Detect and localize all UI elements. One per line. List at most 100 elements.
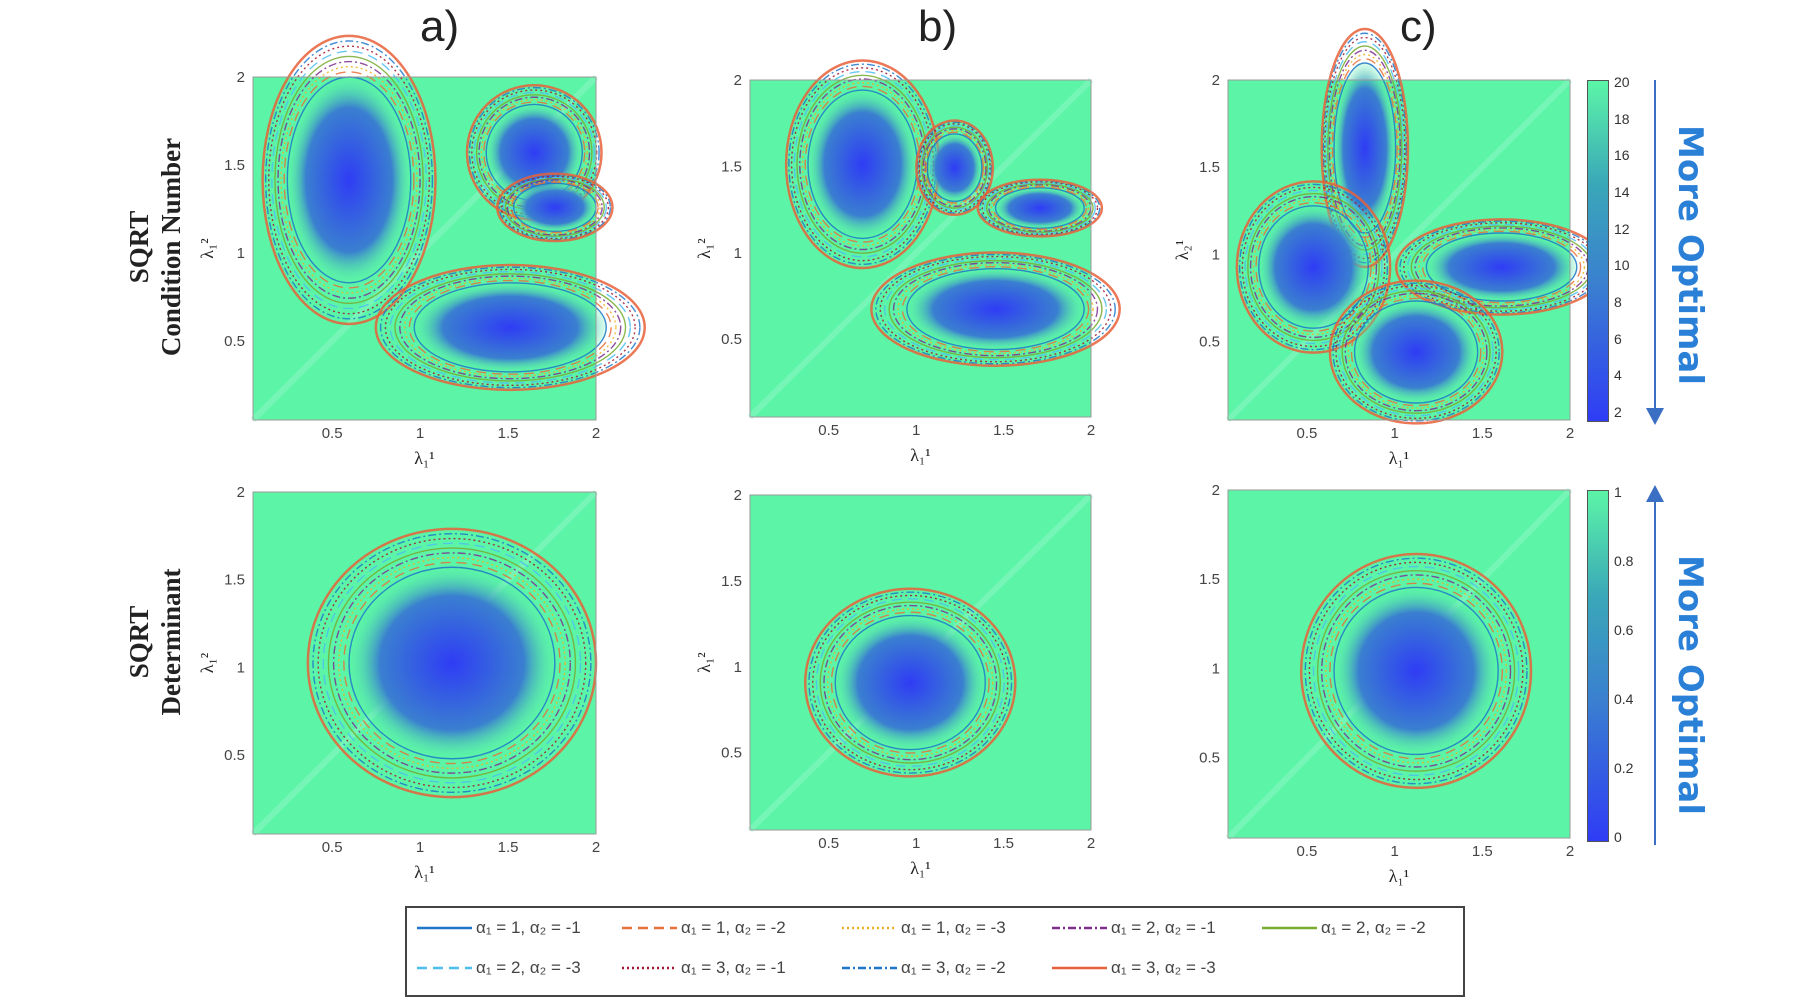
colorbar-tick-label: 12 <box>1614 220 1630 237</box>
x-axis-label: λ₁¹ <box>1389 448 1409 468</box>
row-title-line1: SQRT <box>124 605 154 679</box>
contour-line <box>921 126 989 209</box>
optimal-region <box>927 133 982 202</box>
colorbar-tick-label: 0.2 <box>1614 760 1634 776</box>
y-tick-label: 0.5 <box>224 333 245 350</box>
contour-line <box>1333 62 1397 234</box>
contour-line <box>803 587 1017 778</box>
contour-line <box>502 176 607 239</box>
diagonal-streak <box>747 77 1094 420</box>
contour-line <box>981 181 1099 236</box>
contour-line <box>506 179 603 236</box>
x-tick-label: 0.5 <box>818 835 839 852</box>
row-title-line1: SQRT <box>124 210 154 284</box>
contour-line <box>994 187 1085 229</box>
optimal-region <box>287 77 411 283</box>
x-tick-label: 1.5 <box>993 835 1014 852</box>
contour-line <box>799 78 926 251</box>
optimal-region <box>807 90 918 239</box>
legend-label: α₁ = 1, α₂ = -2 <box>681 918 786 937</box>
contour-line <box>504 177 605 237</box>
colorbar-tick-label: 0.8 <box>1614 553 1634 569</box>
legend: α₁ = 1, α₂ = -1 α₁ = 1, α₂ = -2 α₁ = 1, α₂… <box>405 906 1465 997</box>
x-tick-label: 0.5 <box>818 422 839 439</box>
y-tick-label: 2 <box>237 69 245 86</box>
optimal-region <box>1426 233 1577 301</box>
contour-line <box>312 533 592 793</box>
legend-item: α₁ = 1, α₂ = -3 <box>842 916 1006 940</box>
legend-item: α₁ = 2, α₂ = -3 <box>417 956 581 980</box>
contour-line <box>870 251 1121 368</box>
legend-swatch <box>1262 926 1317 930</box>
contour-line <box>384 268 636 387</box>
contour-line <box>925 131 984 204</box>
colorbar-tick-label: 16 <box>1614 147 1630 164</box>
contour-line <box>1308 561 1524 781</box>
y-tick-label: 0.5 <box>721 745 742 762</box>
colorbar-tick-label: 20 <box>1614 74 1630 90</box>
diagonal-streak <box>1225 77 1573 423</box>
colorbar-tick-label: 18 <box>1614 110 1630 127</box>
contour-line <box>926 133 983 203</box>
y-tick-label: 1 <box>1212 246 1220 263</box>
x-tick-label: 2 <box>1087 835 1095 852</box>
x-tick-label: 1 <box>416 425 424 442</box>
heatmap-plot: 0.5 1 1.5 2 0.5 1 1.5 2 λ₁¹ λ₁² <box>694 59 1121 465</box>
contour-line <box>819 601 1001 764</box>
x-tick-label: 1 <box>912 835 920 852</box>
y-axis-label: λ₁² <box>197 653 217 673</box>
legend-label: α₁ = 2, α₂ = -1 <box>1111 918 1216 937</box>
legend-label: α₁ = 3, α₂ = -3 <box>1111 958 1216 977</box>
down-arrow-icon <box>1646 80 1664 425</box>
contour-line <box>1338 287 1494 417</box>
optimal-region <box>1334 587 1499 755</box>
contour-line <box>1331 58 1398 238</box>
heatmap-plot: 0.5 1 1.5 2 0.5 1 1.5 2 λ₁¹ <box>1199 482 1574 886</box>
contour-line <box>374 263 646 392</box>
contour-line <box>403 277 617 378</box>
contour-line <box>322 542 582 784</box>
legend-label: α₁ = 3, α₂ = -2 <box>901 958 1006 977</box>
x-axis-label: λ₁¹ <box>414 448 434 468</box>
contour-line <box>1421 230 1582 304</box>
contour-line <box>1235 180 1392 354</box>
legend-swatch <box>417 966 472 970</box>
x-tick-label: 1 <box>416 839 424 856</box>
y-tick-label: 1.5 <box>224 157 245 174</box>
contour-line <box>473 91 595 214</box>
contour-line <box>1329 582 1503 760</box>
legend-item: α₁ = 3, α₂ = -1 <box>622 956 786 980</box>
x-tick-label: 1.5 <box>1472 425 1493 442</box>
row-title-condition-number: SQRT Condition Number <box>123 137 187 357</box>
legend-label: α₁ = 1, α₂ = -1 <box>476 918 581 937</box>
contour-line <box>1252 198 1375 336</box>
contour-line <box>283 71 415 289</box>
more-optimal-label-bottom: More Optimal <box>1670 555 1710 816</box>
contour-line <box>1255 202 1372 332</box>
x-axis-label: λ₁¹ <box>910 445 930 465</box>
x-tick-label: 2 <box>592 425 600 442</box>
contour-line <box>823 604 998 761</box>
y-tick-label: 1 <box>1212 660 1220 677</box>
contour-line <box>399 275 622 380</box>
contour-line <box>1344 292 1488 412</box>
optimal-region <box>414 282 607 372</box>
contour-line <box>413 282 607 373</box>
x-tick-label: 1.5 <box>498 425 519 442</box>
contour-line <box>1341 290 1491 414</box>
contour-line <box>906 268 1085 351</box>
y-tick-label: 0.5 <box>224 747 245 764</box>
x-tick-label: 1 <box>912 422 920 439</box>
contour-line <box>261 34 437 326</box>
x-tick-label: 0.5 <box>322 839 343 856</box>
contour-line <box>327 547 577 779</box>
plot-frame <box>252 491 597 835</box>
contour-line <box>495 172 614 243</box>
y-tick-label: 2 <box>734 72 742 89</box>
x-tick-label: 0.5 <box>322 425 343 442</box>
contour-line <box>1330 53 1400 243</box>
contour-line <box>1316 570 1516 772</box>
contour-line <box>897 263 1094 355</box>
contour-line <box>268 45 431 315</box>
x-tick-label: 2 <box>1087 422 1095 439</box>
